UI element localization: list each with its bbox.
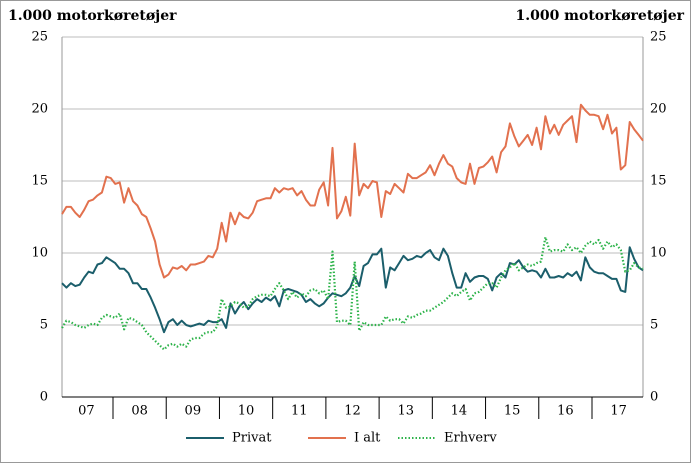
y-tick-label: 10 <box>31 246 48 261</box>
x-tick-label: 14 <box>451 404 468 419</box>
x-tick-label: 11 <box>291 404 308 419</box>
y2-axis-title: 1.000 motorkøretøjer <box>515 8 684 24</box>
y-axis-title: 1.000 motorkøretøjer <box>8 8 177 24</box>
y2-tick-label: 10 <box>650 246 667 261</box>
y-tick-label: 5 <box>40 318 48 333</box>
x-tick-label: 10 <box>238 404 255 419</box>
y2-tick-label: 20 <box>650 102 667 117</box>
x-tick-label: 15 <box>504 404 521 419</box>
y2-tick-label: 0 <box>650 390 658 405</box>
legend-label: Privat <box>232 431 272 446</box>
y-tick-label: 0 <box>40 390 48 405</box>
x-tick-label: 08 <box>131 404 148 419</box>
y2-tick-label: 25 <box>650 30 667 45</box>
series-line <box>61 103 644 279</box>
y2-tick-label: 5 <box>650 318 658 333</box>
x-tick-label: 17 <box>610 404 627 419</box>
x-tick-label: 16 <box>557 404 574 419</box>
y2-tick-label: 15 <box>650 174 667 189</box>
y-tick-label: 25 <box>31 30 48 45</box>
legend-label: I alt <box>354 431 381 446</box>
legend-label: Erhverv <box>444 431 497 446</box>
x-tick-label: 12 <box>344 404 361 419</box>
x-tick-label: 07 <box>78 404 95 419</box>
x-tick-label: 09 <box>185 404 202 419</box>
y-tick-label: 15 <box>31 174 48 189</box>
series-line <box>61 236 644 351</box>
y-tick-label: 20 <box>31 102 48 117</box>
x-tick-label: 13 <box>397 404 414 419</box>
